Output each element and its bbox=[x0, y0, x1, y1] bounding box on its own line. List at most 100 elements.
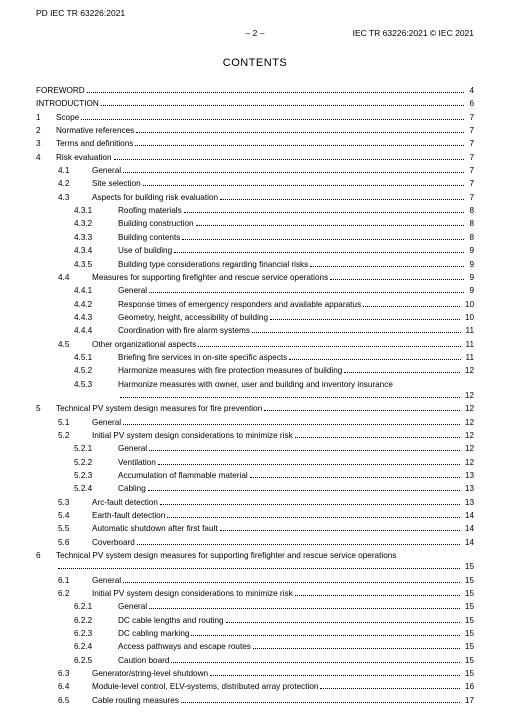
toc-entry-page: 12 bbox=[462, 417, 474, 428]
toc-entry-page: 11 bbox=[463, 339, 475, 350]
toc-leader-dots bbox=[160, 499, 460, 505]
toc-entry-page: 14 bbox=[462, 537, 474, 548]
toc-entry-page: 6 bbox=[466, 98, 474, 109]
toc-entry-number: 6.1 bbox=[58, 575, 92, 586]
toc-entry-number: 4.5 bbox=[58, 339, 92, 350]
toc-entry-number: 4.5.1 bbox=[74, 352, 118, 363]
toc-leader-dots bbox=[196, 221, 465, 227]
toc-entry-page: 15 bbox=[462, 655, 474, 666]
toc-entry-label: Site selection bbox=[92, 178, 141, 189]
toc-entry-number: 6.2.5 bbox=[74, 655, 118, 666]
toc-entry-number: 4 bbox=[36, 152, 56, 163]
toc-entry-number: 2 bbox=[36, 125, 56, 136]
toc-entry-label: DC cable lengths and routing bbox=[118, 615, 224, 626]
toc-leader-dots bbox=[58, 563, 460, 569]
toc-leader-dots bbox=[310, 261, 464, 267]
toc-entry-number: 4.3.2 bbox=[74, 218, 118, 229]
toc-entry-page: 10 bbox=[462, 312, 474, 323]
toc-entry: 4.5.2Harmonize measures with fire protec… bbox=[36, 365, 474, 376]
toc-entry-page: 12 bbox=[462, 365, 474, 376]
toc-entry-label: Building contents bbox=[118, 232, 180, 243]
toc-entry-page: 11 bbox=[463, 325, 475, 336]
toc-entry-number: 4.4 bbox=[58, 272, 92, 283]
toc-entry: 5.2.3Accumulation of flammable material1… bbox=[36, 470, 474, 481]
toc-entry-number: 6.4 bbox=[58, 681, 92, 692]
toc-entry-label: Terms and definitions bbox=[56, 138, 133, 149]
toc-entry-page: 4 bbox=[466, 85, 474, 96]
toc-entry-number: 6.3 bbox=[58, 668, 92, 679]
toc-entry-number: 4.4.4 bbox=[74, 325, 118, 336]
toc-leader-dots bbox=[220, 194, 464, 200]
toc-entry-page: 7 bbox=[466, 112, 474, 123]
toc-entry-label: Arc-fault detection bbox=[92, 497, 158, 508]
toc-entry: 4.5.3Harmonize measures with owner, user… bbox=[36, 379, 474, 401]
toc-entry-label: Coordination with fire alarm systems bbox=[118, 325, 250, 336]
toc-entry-page: 10 bbox=[462, 299, 474, 310]
toc-entry-page: 17 bbox=[462, 695, 474, 706]
toc-entry-number: 4.5.2 bbox=[74, 365, 118, 376]
toc-leader-dots bbox=[184, 207, 465, 213]
toc-entry-label: Cabling bbox=[118, 483, 146, 494]
toc-entry-page: 7 bbox=[466, 138, 474, 149]
toc-entry: 3Terms and definitions 7 bbox=[36, 138, 474, 149]
toc-leader-dots bbox=[344, 367, 460, 373]
toc-entry-page: 8 bbox=[466, 218, 474, 229]
toc-leader-dots bbox=[198, 341, 460, 347]
toc-entry-page: 14 bbox=[462, 523, 474, 534]
toc-entry: 6.1General15 bbox=[36, 575, 474, 586]
toc-leader-dots bbox=[220, 526, 460, 532]
toc-entry: 5.2Initial PV system design consideratio… bbox=[36, 430, 474, 441]
toc-entry: 6.4Module-level control, ELV-systems, di… bbox=[36, 681, 474, 692]
toc-entry-page: 13 bbox=[462, 497, 474, 508]
contents-title: CONTENTS bbox=[36, 56, 474, 71]
toc-entry-number: 6.5 bbox=[58, 695, 92, 706]
toc-entry-label: Aspects for building risk evaluation bbox=[92, 192, 218, 203]
toc-entry-label: General bbox=[92, 165, 121, 176]
toc-entry: 4.4Measures for supporting firefighter a… bbox=[36, 272, 474, 283]
toc-entry-label: Response times of emergency responders a… bbox=[118, 299, 361, 310]
toc-entry-number: 3 bbox=[36, 138, 56, 149]
toc-entry-page: 8 bbox=[466, 232, 474, 243]
toc-leader-dots bbox=[363, 301, 460, 307]
toc-leader-dots bbox=[270, 314, 460, 320]
toc-entry-label: Earth-fault detection bbox=[92, 510, 165, 521]
toc-entry-page: 15 bbox=[462, 628, 474, 639]
toc-leader-dots bbox=[149, 287, 464, 293]
toc-entry: 5.2.4Cabling13 bbox=[36, 483, 474, 494]
toc-leader-dots bbox=[123, 419, 460, 425]
toc-entry-label: Cable routing measures bbox=[92, 695, 179, 706]
toc-entry-label: General bbox=[118, 285, 147, 296]
toc-entry-page: 16 bbox=[462, 681, 474, 692]
toc-entry: 4.3.2Building construction8 bbox=[36, 218, 474, 229]
toc-entry: 5.6Coverboard14 bbox=[36, 537, 474, 548]
toc-entry-page: 12 bbox=[462, 443, 474, 454]
toc-entry-page: 14 bbox=[462, 510, 474, 521]
toc-entry-number: 4.2 bbox=[58, 178, 92, 189]
toc-leader-dots bbox=[136, 127, 464, 133]
toc-entry: 4.5.1Briefing fire services in on-site s… bbox=[36, 352, 474, 363]
toc-entry-label: Generator/string-level shutdown bbox=[92, 668, 208, 679]
toc-entry-number: 4.3.5 bbox=[74, 259, 118, 270]
toc-leader-dots bbox=[295, 432, 460, 438]
toc-entry-page: 7 bbox=[466, 178, 474, 189]
toc-entry-label: Technical PV system design measures for … bbox=[56, 551, 396, 560]
toc-entry: 4.1General7 bbox=[36, 165, 474, 176]
toc-entry-label: Initial PV system design considerations … bbox=[92, 588, 293, 599]
toc-entry-number: 4.4.1 bbox=[74, 285, 118, 296]
document-page: PD IEC TR 63226:2021 – 2 – IEC TR 63226:… bbox=[0, 0, 510, 722]
toc-entry-page: 9 bbox=[466, 285, 474, 296]
toc-leader-dots bbox=[137, 539, 460, 545]
toc-entry-label: Access pathways and escape routes bbox=[118, 641, 251, 652]
toc-entry: 5.1General12 bbox=[36, 417, 474, 428]
toc-entry-page: 15 bbox=[462, 641, 474, 652]
toc-entry-label: Accumulation of flammable material bbox=[118, 470, 248, 481]
toc-entry: 6.2.5Caution board15 bbox=[36, 655, 474, 666]
toc-leader-dots bbox=[320, 684, 459, 690]
toc-entry-label: Risk evaluation bbox=[56, 152, 112, 163]
toc-leader-dots bbox=[101, 100, 465, 106]
toc-entry-label: Other organizational aspects bbox=[92, 339, 196, 350]
toc-entry: 6.2.1General15 bbox=[36, 601, 474, 612]
toc-leader-dots bbox=[120, 392, 460, 398]
toc-entry-page: 15 bbox=[462, 601, 474, 612]
toc-entry: 6.2.4Access pathways and escape routes15 bbox=[36, 641, 474, 652]
